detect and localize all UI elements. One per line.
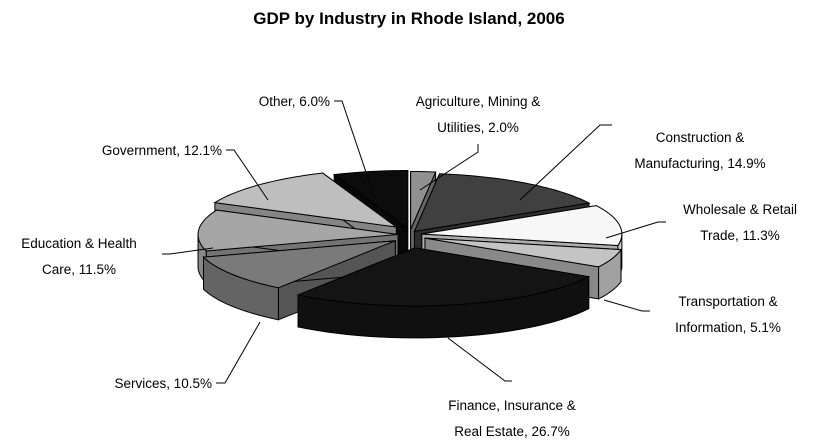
slice-finance-insurance-and-real-estate: [296, 247, 591, 339]
leader-line: [447, 337, 512, 382]
leader-line: [419, 144, 479, 191]
slice-labels: Agriculture, Mining &Utilities, 2.0%Cons…: [21, 94, 797, 439]
label-finance-insurance-and-real-estate: Finance, Insurance & Real Estate, 26.7%: [447, 337, 576, 439]
label-services: Services, 10.5%: [114, 321, 261, 391]
chart-title: GDP by Industry in Rhode Island, 2006: [253, 9, 564, 28]
leader-line: [162, 247, 214, 255]
leader-line: [216, 321, 261, 384]
slice-label-line: Real Estate, 26.7%: [454, 424, 570, 439]
slice-label-line: Trade, 11.3%: [700, 228, 780, 243]
label-other: Other, 6.0%: [259, 94, 373, 191]
pie-slices: [197, 170, 623, 339]
slice-label-line: Transportation &: [678, 294, 777, 309]
slice-label-line: Care, 11.5%: [42, 262, 116, 277]
leader-line: [519, 124, 612, 201]
slice-label-line: Services, 10.5%: [114, 376, 212, 391]
slice-label-line: Finance, Insurance &: [448, 398, 576, 413]
slice-label-line: Government, 12.1%: [102, 143, 222, 158]
slice-services: [202, 239, 396, 321]
leader-line: [605, 221, 666, 239]
slice-label-line: Manufacturing, 14.9%: [634, 156, 765, 171]
slice-label-line: Education & Health: [21, 236, 137, 251]
leader-line: [226, 149, 269, 201]
label-wholesale-and-retail-trade: Wholesale & Retail Trade, 11.3%: [605, 202, 797, 243]
label-transportation-and-information: Transportation & Information, 5.1%: [603, 294, 781, 335]
label-government: Government, 12.1%: [102, 143, 269, 201]
slice-label-line: Information, 5.1%: [675, 320, 781, 335]
label-agriculture-mining-and-utilities: Agriculture, Mining & Utilities, 2.0%: [416, 94, 541, 191]
slice-label-line: Utilities, 2.0%: [437, 120, 519, 135]
label-education-and-health-care: Education & Health Care, 11.5%: [21, 236, 214, 277]
slice-label-line: Other, 6.0%: [259, 94, 330, 109]
slice-label-line: Wholesale & Retail: [683, 202, 797, 217]
leader-line: [603, 299, 650, 312]
leader-line: [334, 100, 373, 191]
slice-label-line: Construction &: [656, 130, 745, 145]
label-construction-and-manufacturing: Construction & Manufacturing, 14.9%: [519, 124, 766, 201]
slice-label-line: Agriculture, Mining &: [416, 94, 541, 109]
